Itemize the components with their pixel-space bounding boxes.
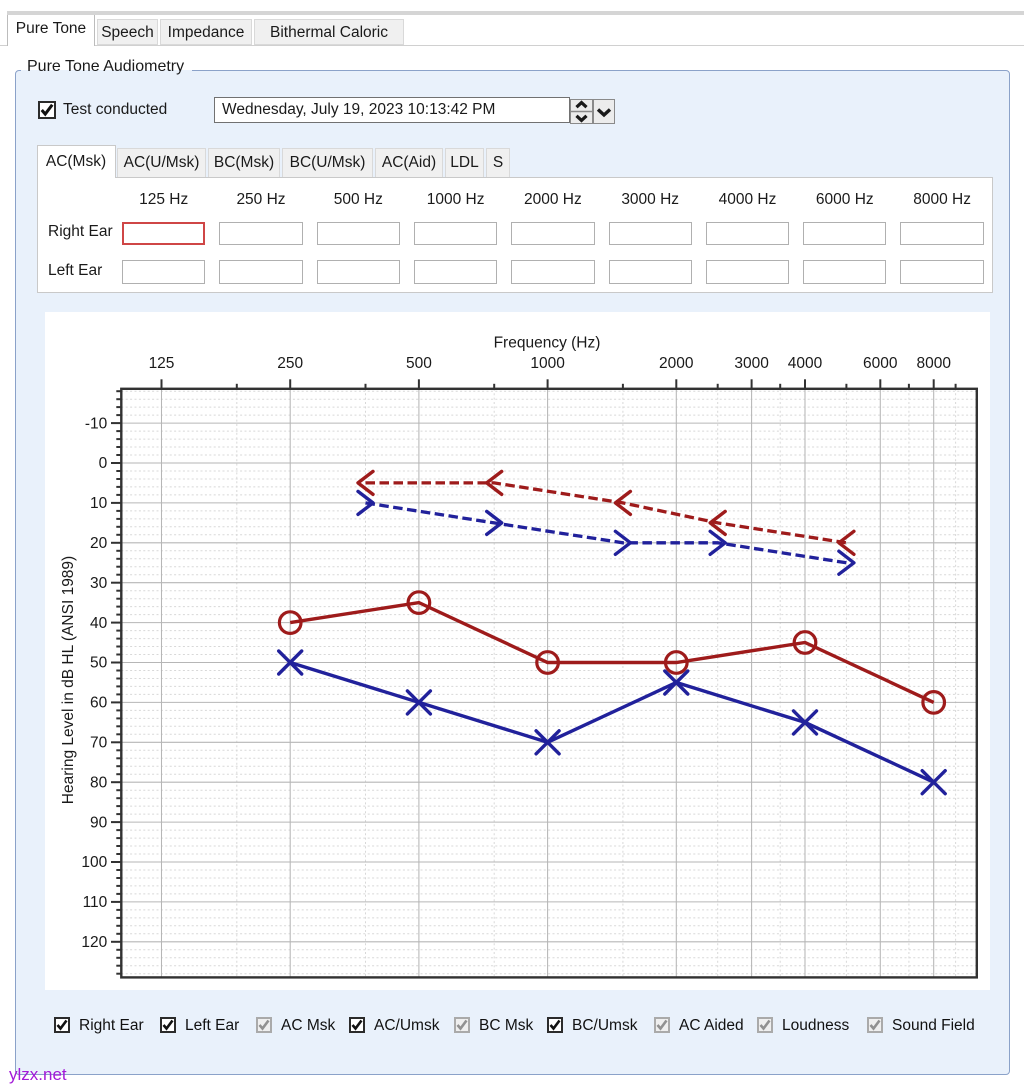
svg-text:125: 125 — [149, 355, 175, 372]
svg-text:70: 70 — [90, 735, 108, 752]
svg-text:30: 30 — [90, 575, 108, 592]
svg-text:40: 40 — [90, 615, 108, 632]
svg-text:50: 50 — [90, 655, 108, 672]
svg-text:3000: 3000 — [734, 355, 769, 372]
svg-text:0: 0 — [99, 455, 108, 472]
svg-text:-10: -10 — [85, 415, 108, 432]
svg-text:80: 80 — [90, 774, 108, 791]
svg-text:500: 500 — [406, 355, 432, 372]
svg-text:Frequency (Hz): Frequency (Hz) — [494, 335, 601, 352]
svg-text:1000: 1000 — [530, 355, 565, 372]
svg-text:20: 20 — [90, 535, 108, 552]
svg-text:250: 250 — [277, 355, 303, 372]
svg-text:110: 110 — [83, 894, 108, 911]
svg-text:90: 90 — [90, 814, 108, 831]
svg-text:100: 100 — [81, 854, 107, 871]
svg-text:6000: 6000 — [863, 355, 898, 372]
svg-text:2000: 2000 — [659, 355, 694, 372]
svg-text:4000: 4000 — [788, 355, 823, 372]
svg-text:Hearing Level in dB HL (ANSI 1: Hearing Level in dB HL (ANSI 1989) — [60, 556, 77, 804]
svg-text:8000: 8000 — [916, 355, 951, 372]
svg-text:120: 120 — [81, 934, 107, 951]
svg-text:60: 60 — [90, 695, 108, 712]
svg-text:10: 10 — [90, 495, 108, 512]
